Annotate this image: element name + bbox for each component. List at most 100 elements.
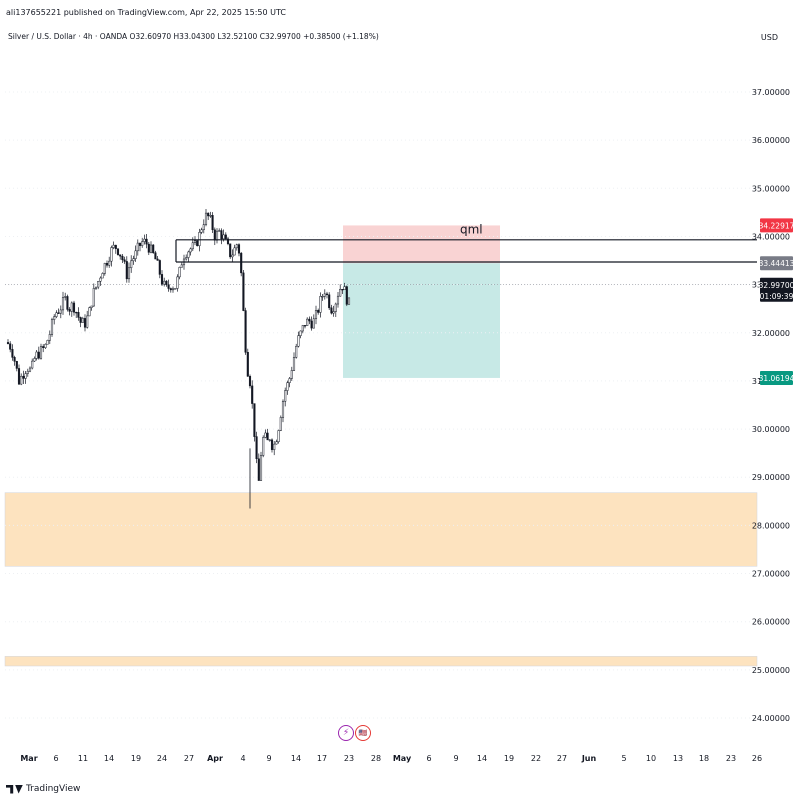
x-tick-label: 6 [53, 754, 58, 763]
x-tick-label: 17 [317, 754, 327, 763]
candle-down [317, 310, 320, 313]
candle-down [220, 230, 223, 240]
candle-down [255, 436, 258, 460]
candle-up [343, 286, 346, 290]
candle-up [347, 297, 351, 305]
candle-up [59, 309, 62, 314]
candle-down [303, 325, 307, 327]
x-tick-label: 23 [344, 754, 354, 763]
candle-down [253, 403, 256, 437]
candle-down [6, 342, 10, 344]
candle-down [119, 254, 122, 257]
candle-down [237, 244, 241, 254]
x-tick-label: 14 [291, 754, 301, 763]
candle-down [123, 259, 126, 262]
publish-header: ali137655221 published on TradingView.co… [6, 8, 286, 17]
candle-down [328, 294, 331, 309]
candle-up [277, 430, 280, 442]
x-tick-label: 18 [699, 754, 709, 763]
candle-up [180, 264, 183, 268]
candle-down [75, 311, 78, 314]
candle-up [297, 335, 300, 347]
candle-down [246, 352, 249, 377]
candle-up [176, 276, 179, 289]
x-tick-label: Jun [581, 754, 597, 763]
x-tick-label: 26 [752, 754, 762, 763]
x-tick-label: 9 [453, 754, 458, 763]
candle-down [152, 244, 155, 254]
candle-up [136, 242, 139, 252]
candle-up [130, 260, 133, 269]
candle-up [292, 357, 296, 371]
y-tick-label: 24.00000 [752, 714, 790, 723]
candle-up [127, 267, 131, 280]
currency-label[interactable]: USD [760, 33, 778, 42]
candle-down [224, 234, 227, 240]
candle-up [70, 302, 73, 312]
candle-down [105, 263, 109, 266]
candle-down [240, 252, 243, 274]
candle-down [138, 242, 142, 246]
flash-icon[interactable]: ⚡ [338, 725, 354, 741]
tradingview-brand[interactable]: TradingView [6, 784, 80, 794]
candle-up [90, 305, 93, 308]
candle-up [231, 254, 234, 258]
candle-down [77, 312, 80, 318]
candle-up [339, 288, 342, 297]
x-axis: Mar 6 11 14 19 24 27 Apr 4 9 14 17 23 28 May 6 9 14 19 22 27… [20, 754, 762, 763]
lines-layer [5, 239, 757, 286]
candle-up [141, 241, 144, 246]
candle-down [154, 252, 157, 260]
candle-up [198, 232, 201, 247]
candle-up [97, 281, 100, 288]
candle-up [26, 370, 29, 374]
candle-up [235, 244, 238, 249]
candle-down [165, 280, 168, 285]
candle-up [281, 400, 285, 418]
candle-down [147, 243, 150, 253]
candle-down [169, 288, 172, 291]
y-tick-label: 32.00000 [752, 329, 790, 338]
candle-up [191, 242, 194, 250]
tradingview-logo-icon-2 [15, 784, 23, 794]
candle-down [213, 229, 216, 241]
grid-layer [5, 91, 757, 719]
candle-down [158, 260, 161, 275]
x-tick-label: 22 [531, 754, 541, 763]
candle-up [55, 312, 58, 317]
candle-up [215, 230, 219, 241]
x-tick-label: 9 [266, 754, 271, 763]
x-tick-label: 14 [477, 754, 487, 763]
tradingview-brand-label: TradingView [26, 784, 81, 794]
candle-up [336, 295, 340, 305]
candle-down [248, 376, 252, 387]
candle-up [321, 295, 324, 298]
candle-up [290, 370, 293, 379]
symbol-legend[interactable]: Silver / U.S. Dollar · 4h · OANDA O32.60… [8, 32, 379, 41]
candle-down [266, 432, 269, 441]
candle-up [35, 351, 38, 359]
price-tags: 34.22917 33.44413 32.99700 01:09:39 31.06194 [759, 218, 795, 385]
flag-icon[interactable]: 🇺🇸 [355, 725, 371, 741]
candle-down [341, 288, 344, 291]
candle-down [57, 312, 60, 314]
candle-up [39, 346, 43, 359]
x-tick-label: Mar [20, 754, 37, 763]
candle-up [149, 244, 153, 253]
candle-down [79, 317, 82, 323]
candles-layer [6, 209, 351, 509]
x-tick-label: 11 [78, 754, 88, 763]
candle-up [268, 439, 271, 441]
candle-down [13, 357, 16, 362]
candle-down [116, 248, 120, 255]
candle-up [233, 247, 236, 256]
target-price-tag-bg [760, 370, 793, 385]
candle-up [132, 258, 135, 262]
candle-up [185, 257, 188, 260]
candle-up [301, 325, 304, 332]
candle-down [196, 240, 199, 247]
candle-up [286, 382, 289, 391]
candle-up [262, 437, 265, 456]
candle-up [163, 280, 166, 285]
